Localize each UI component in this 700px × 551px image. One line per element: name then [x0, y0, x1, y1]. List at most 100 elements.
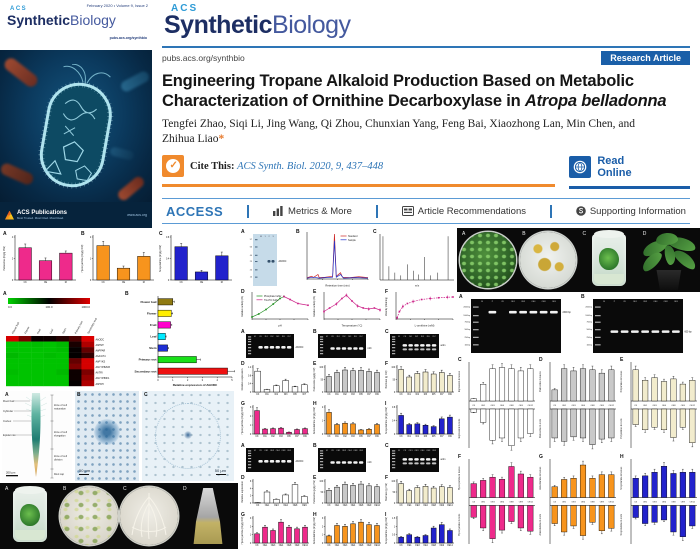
svg-text:0: 0 [394, 543, 396, 545]
svg-text:Ri3: Ri3 [348, 336, 352, 338]
svg-text:Ri1: Ri1 [265, 394, 269, 396]
svg-text:OE1: OE1 [335, 505, 340, 507]
access-link[interactable]: ACCESS [166, 203, 224, 219]
svg-text:D: D [241, 361, 245, 367]
article-recommendations-link[interactable]: Article Recommendations [401, 206, 526, 217]
root-hair-fuzz [24, 396, 48, 418]
read-online-button[interactable]: Read Online [569, 155, 690, 190]
svg-text:Ri7: Ri7 [303, 394, 307, 396]
svg-text:AbTRI: AbTRI [96, 372, 103, 375]
svg-text:0: 0 [168, 280, 170, 282]
svg-text:Secondary root: Secondary root [86, 317, 98, 335]
petri-dish-leaves [460, 232, 517, 288]
svg-text:AbPYKS: AbPYKS [96, 361, 106, 364]
svg-text:1000bp: 1000bp [585, 315, 593, 317]
svg-text:OE4: OE4 [500, 405, 505, 407]
svg-text:OE8: OE8 [671, 405, 676, 407]
culture-jar [13, 486, 47, 542]
root-shape [31, 393, 41, 477]
cite-this-button[interactable]: Cite This: ACS Synth. Biol. 2020, 9, 437… [162, 155, 556, 188]
svg-text:14: 14 [250, 277, 253, 279]
svg-text:OE3: OE3 [415, 505, 420, 507]
svg-text:OE1: OE1 [643, 405, 648, 407]
mirror-chart-expression: C CK OE1 OE3 OE4 OE8 OE9 OE12 Expression in leav… [457, 356, 537, 452]
svg-text:CK: CK [472, 502, 476, 504]
svg-text:OE9: OE9 [295, 545, 300, 547]
culture-flask [193, 488, 223, 544]
root-label: Root hair [3, 399, 14, 403]
svg-text:B: B [125, 291, 129, 297]
svg-text:Ri2: Ri2 [416, 394, 420, 396]
svg-text:1: 1 [322, 535, 324, 537]
svg-text:actin: actin [441, 458, 447, 461]
svg-text:E: E [313, 361, 317, 367]
bar-chart-rnai-hyoscyamine: G 0 1 2 3 CK Ri1 Ri2 Ri3 Ri5 Ri7 Ri9 Hyoscyamine (mg… [240, 400, 311, 442]
svg-text:Ri3: Ri3 [279, 436, 283, 438]
acs-logo: ACS [171, 3, 199, 14]
svg-text:AbPPAR: AbPPAR [96, 349, 106, 352]
plantlet [598, 248, 619, 270]
svg-text:CK: CK [399, 505, 403, 507]
svg-text:Leaf: Leaf [150, 335, 156, 339]
svg-text:Ri2: Ri2 [275, 394, 279, 396]
svg-text:actin: actin [441, 344, 447, 347]
svg-text:OE4: OE4 [348, 450, 353, 452]
svg-text:3: 3 [202, 378, 204, 382]
svg-text:Ri1: Ri1 [265, 336, 269, 338]
svg-text:CK: CK [256, 394, 260, 396]
svg-text:Relative activity (%): Relative activity (%) [313, 296, 316, 317]
svg-text:OE12: OE12 [374, 505, 381, 507]
svg-text:C: C [385, 329, 389, 335]
svg-text:2000bp: 2000bp [585, 307, 593, 309]
svg-text:CK: CK [255, 436, 259, 438]
svg-text:CK: CK [634, 405, 638, 407]
svg-text:1: 1 [250, 425, 252, 427]
svg-text:Fruit: Fruit [150, 323, 157, 327]
svg-text:Expression in leaves: Expression in leaves [458, 370, 461, 392]
svg-text:m/z: m/z [415, 284, 420, 288]
root-label: Cylinder [3, 409, 13, 413]
svg-text:Ri7: Ri7 [360, 336, 364, 338]
svg-text:Ri3: Ri3 [424, 436, 428, 438]
svg-text:Stem: Stem [61, 327, 67, 334]
line-chart-ph-optimum: D Phosphate buffer Tris-HCl buffer pH Relati… [240, 288, 311, 328]
svg-text:Putrescine (μg/g FW): Putrescine (μg/g FW) [313, 368, 316, 392]
svg-text:OE9: OE9 [519, 405, 524, 407]
svg-text:Ri1: Ri1 [263, 436, 267, 438]
svg-text:Hyoscyamine (mg/g DW): Hyoscyamine (mg/g DW) [241, 516, 244, 544]
svg-text:I: I [385, 401, 387, 407]
svg-text:OE3: OE3 [643, 301, 648, 303]
photo-letter: C [582, 231, 587, 237]
svg-text:CK: CK [472, 405, 476, 407]
svg-text:500bp: 500bp [586, 329, 592, 331]
line-chart-temperature-optimum: E Temperature (°C) Relative activity (%) [312, 288, 383, 328]
citation-reference: ACS Synth. Biol. 2020, 9, 437–448 [237, 160, 384, 172]
journal-url-link[interactable]: pubs.acs.org/synthbio [162, 53, 245, 63]
svg-text:Ri5: Ri5 [354, 336, 358, 338]
svg-text:CK: CK [501, 301, 504, 303]
svg-text:OE3: OE3 [571, 405, 576, 407]
journal-cover: February 2020 • Volume 9, Issue 2 ACS Sy… [0, 0, 152, 228]
svg-text:2000bp: 2000bp [463, 307, 471, 309]
svg-text:M: M [481, 301, 483, 303]
svg-text:0: 0 [250, 434, 252, 436]
bar-chart-scopolamine-plants: C 0 0.4 0.8 CK OE Ri Scopolamine (mg/g DW) [158, 230, 234, 288]
svg-text:Relative activity (%): Relative activity (%) [241, 296, 244, 317]
metrics-link[interactable]: Metrics & More [273, 206, 352, 217]
photo-potted-plant: D [639, 230, 699, 290]
bar-chart-oe-expression: D 0 2 4 6 CK OE1 OE3 OE4 OE8 OE9 Relative expressio… [240, 474, 311, 511]
svg-text:OE4: OE4 [581, 405, 586, 407]
svg-text:5: 5 [231, 378, 233, 382]
svg-text:OE4: OE4 [581, 502, 586, 504]
supporting-information-link[interactable]: Supporting Information [576, 206, 686, 217]
svg-text:0.0: 0.0 [8, 305, 12, 309]
svg-text:AbPMT: AbPMT [96, 344, 105, 347]
svg-text:AbH6H: AbH6H [96, 383, 104, 386]
research-article-badge: Research Article [601, 51, 690, 65]
zone-label: Zone of cell [54, 455, 67, 458]
svg-text:Flower: Flower [147, 311, 158, 315]
svg-text:Ri5: Ri5 [359, 394, 363, 396]
svg-text:2: 2 [250, 496, 252, 498]
svg-text:0.4: 0.4 [248, 384, 252, 386]
